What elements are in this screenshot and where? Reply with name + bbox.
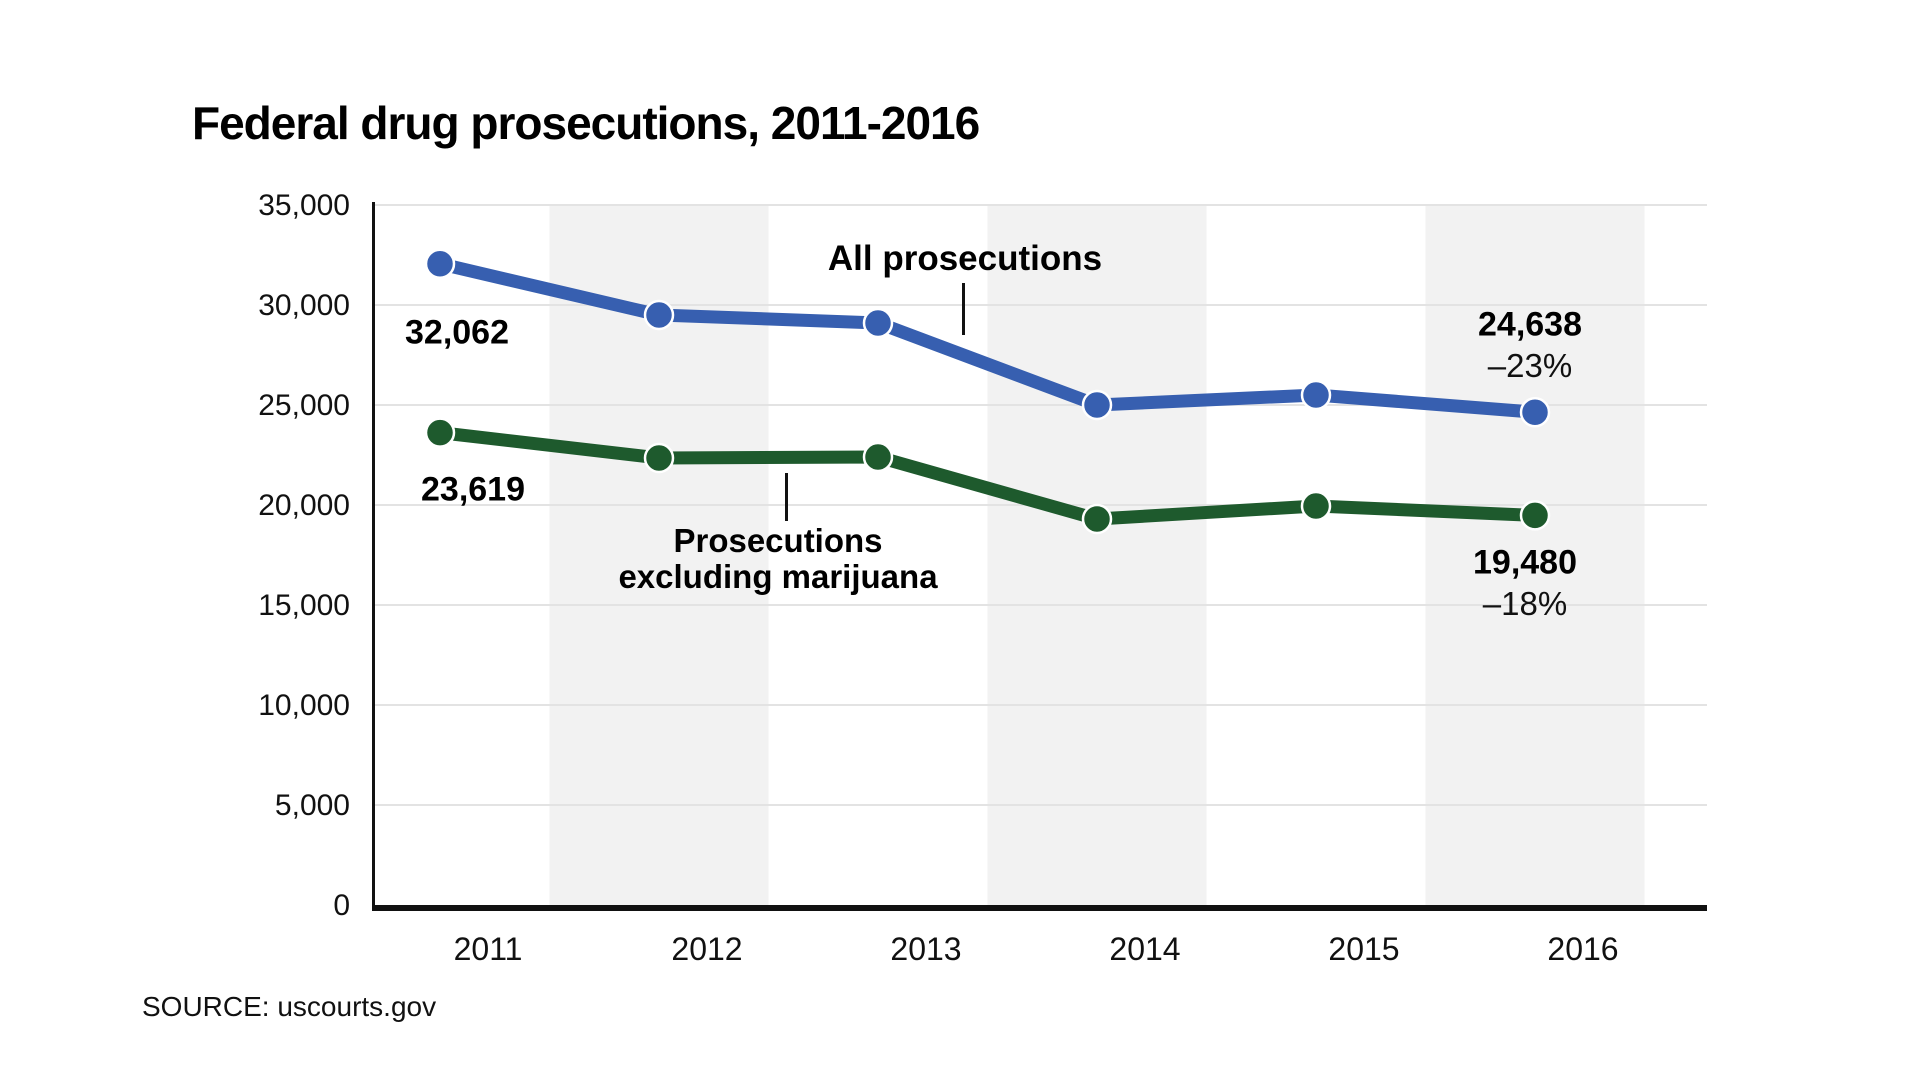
start-value-label-all-prosecutions: 32,062 [405,313,509,352]
y-axis-tick-label: 0 [333,889,350,922]
x-axis-tick-label-2015: 2015 [1328,931,1399,967]
series-line-0 [433,257,1542,419]
data-point-2015-series-1 [1300,490,1332,522]
series-label-line-2: excluding marijuana [618,558,938,595]
chart-title: Federal drug prosecutions, 2011-2016 [192,97,980,149]
x-axis-tick-label-2013: 2013 [890,931,961,967]
y-axis-tick-label: 25,000 [258,389,350,422]
data-point-2013-series-1 [862,441,894,473]
end-value-label-excluding-marijuana: 19,480 [1473,543,1577,582]
data-point-2016-series-1 [1519,500,1551,531]
end-change-label-all-prosecutions: –23% [1487,347,1573,384]
y-axis-tick-label: 35,000 [258,189,350,222]
series-label-line-1: Prosecutions [673,522,883,559]
data-point-2012-series-0 [643,299,675,331]
y-axis-tick-label: 10,000 [258,689,350,722]
y-axis-tick-label: 30,000 [258,289,350,322]
callout-line-excluding-marijuana [785,473,788,521]
series-line-1 [433,426,1542,526]
series-label-excluding-marijuana: Prosecutions excluding marijuana [618,523,937,595]
data-point-2013-series-0 [862,307,894,339]
start-value-label-excluding-marijuana: 23,619 [421,470,525,509]
data-point-2012-series-1 [643,442,675,474]
data-point-2015-series-0 [1300,379,1332,411]
x-axis-tick-label-2011: 2011 [454,931,523,967]
data-point-2016-series-0 [1519,396,1551,428]
data-point-2014-series-1 [1081,503,1113,535]
x-axis-tick-label-2014: 2014 [1109,931,1180,967]
x-axis-tick-label-2016: 2016 [1547,931,1618,967]
year-band-2016 [1425,205,1645,905]
y-axis-tick-label: 5,000 [275,789,350,822]
data-point-2011-series-0 [424,248,456,280]
end-change-label-excluding-marijuana: –18% [1482,585,1568,622]
year-band-2014 [987,205,1207,905]
data-point-2014-series-0 [1081,389,1113,421]
x-axis-tick-label-2012: 2012 [671,931,742,967]
y-axis-tick-label: 20,000 [258,489,350,522]
source-note: SOURCE: uscourts.gov [142,991,437,1022]
callout-line-all-prosecutions [962,283,965,335]
series-label-all-prosecutions: All prosecutions [827,239,1103,278]
y-axis-tick-label: 15,000 [258,589,350,622]
data-point-2011-series-1 [424,417,456,448]
end-value-label-all-prosecutions: 24,638 [1478,305,1582,344]
